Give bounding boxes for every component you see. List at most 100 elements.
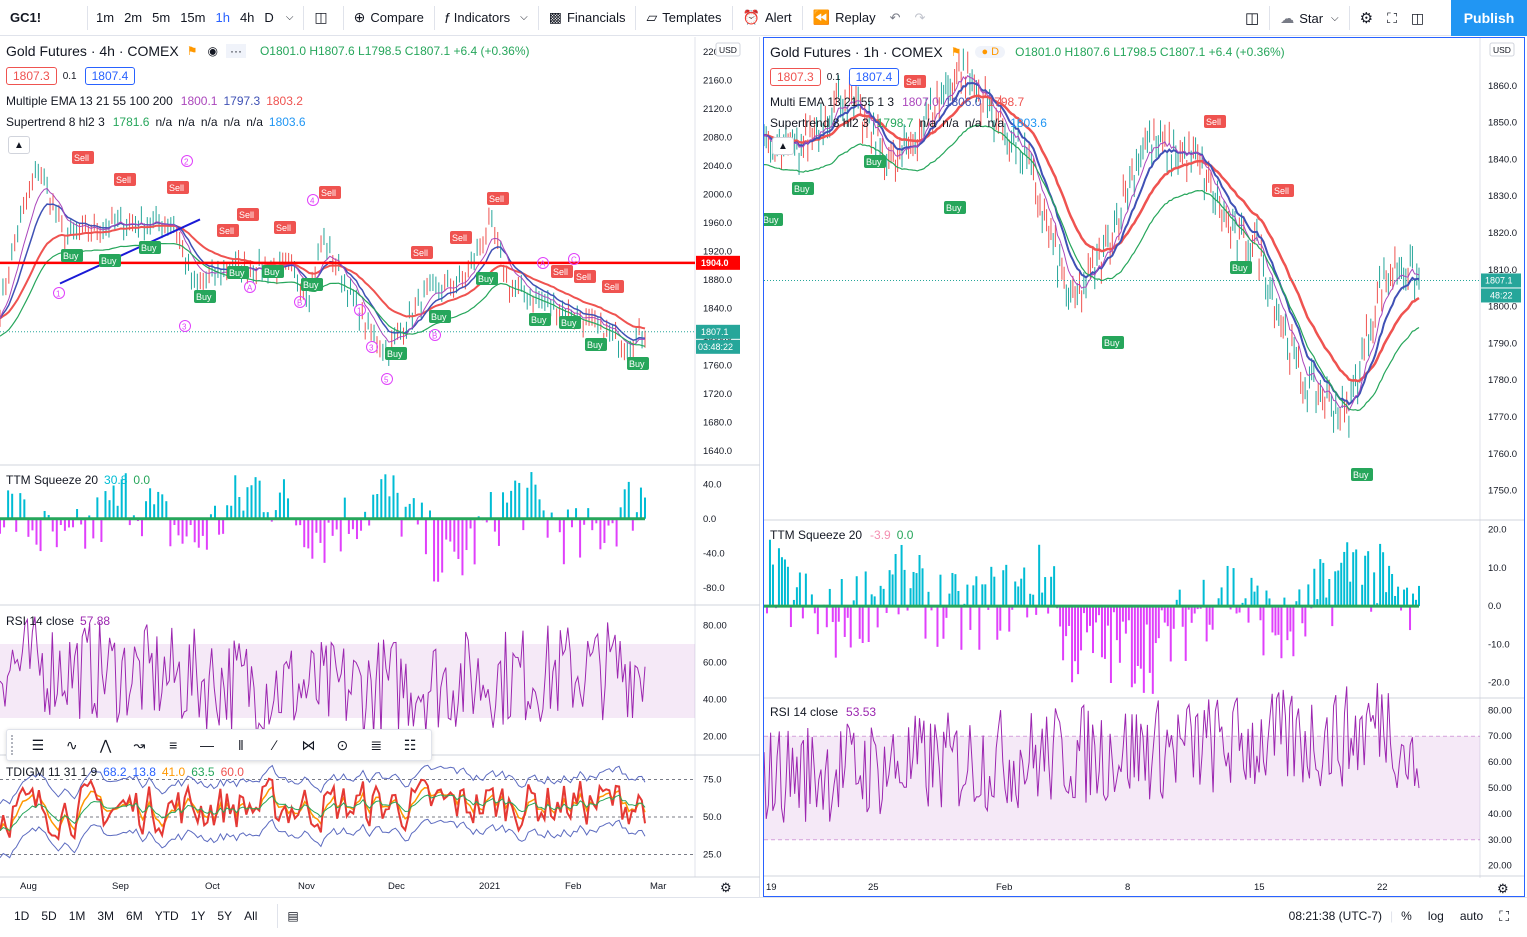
range-6M[interactable]: 6M [126, 908, 143, 923]
range-All[interactable]: All [244, 908, 258, 923]
range-5D[interactable]: 5D [41, 908, 57, 923]
pitchfork-icon: ⋈ [301, 736, 316, 753]
top-toolbar: GC1! 1m 2m 5m 15m 1h 4h D ⌵ ◫ ⊕ Compare f… [0, 0, 1527, 36]
tool-path[interactable]: ↝ [122, 731, 156, 759]
tool-cycle[interactable]: ⊙ [325, 731, 359, 759]
sell-price-button[interactable]: 1807.3 [770, 68, 821, 86]
ttm-axis-tick-label: 40.0 [703, 479, 722, 490]
log-toggle[interactable]: log [1427, 909, 1444, 923]
rsi-band [764, 736, 1480, 840]
fullscreen-icon[interactable]: ⛶ [1499, 907, 1509, 924]
star-button[interactable]: ☁ Star ⌵ [1273, 0, 1345, 36]
range-1D[interactable]: 1D [14, 908, 30, 923]
undo-icon: ↶ [889, 9, 901, 25]
sell-signal [1204, 115, 1226, 128]
replay-button[interactable]: ⏪ Replay [806, 0, 883, 36]
last-price-label: 1807.1 [701, 327, 729, 337]
sell-signal [237, 208, 259, 221]
goto-date-button[interactable]: ▤ [281, 909, 304, 923]
legend-collapse-button[interactable]: ▲ [772, 137, 794, 155]
price-axis-tick-label: 1750.0 [1488, 486, 1517, 497]
left-ttm-legend: TTM Squeeze 20 30.8 0.0 [6, 473, 156, 487]
st-value-2: n/a [155, 115, 173, 129]
templates-button[interactable]: ▱ Templates [639, 0, 728, 36]
tool-elliott[interactable]: ∿ [55, 731, 89, 759]
price-axis-tick-label: 2040.0 [703, 161, 732, 172]
time-axis-tick-label: 25 [868, 882, 879, 893]
tool-hline[interactable]: — [190, 731, 224, 759]
ema-label: Multi EMA 13 21 55 1 3 [770, 95, 895, 109]
tool-fib[interactable]: ≡ [156, 731, 190, 759]
sell-price-button[interactable]: 1807.3 [6, 67, 57, 85]
ttm-value-2: 0.0 [896, 528, 914, 542]
more-icon[interactable]: ··· [225, 44, 246, 58]
channel-icon: ≣ [370, 736, 383, 753]
range-1Y[interactable]: 1Y [190, 908, 206, 923]
legend-collapse-button[interactable]: ▲ [8, 136, 30, 154]
sell-signal-label: Sell [452, 233, 467, 243]
divider [801, 5, 803, 30]
range-3M[interactable]: 3M [97, 908, 115, 923]
drawing-toolbar: ☰ ∿ ⋀ ↝ ≡ — ‖ ∕ ⋈ ⊙ ≣ ☷ [6, 729, 432, 761]
tool-abc-wave[interactable]: ⋀ [89, 731, 123, 759]
clock-display[interactable]: 08:21:38 (UTC-7) [1288, 909, 1383, 923]
sell-signal [574, 270, 596, 283]
ttm-axis-tick-label: -80.0 [703, 583, 725, 594]
interval-2m[interactable]: 2m [124, 10, 143, 25]
percent-toggle[interactable]: % [1401, 909, 1412, 923]
chart-type-button[interactable]: ◫ [307, 0, 339, 36]
interval-dropdown[interactable]: ⌵ [279, 0, 301, 36]
tool-horizontal-lines[interactable]: ☰ [21, 731, 55, 759]
redo-button[interactable]: ↷ [907, 0, 932, 36]
layout-button[interactable]: ◫ [1238, 0, 1266, 36]
divider [635, 5, 637, 30]
symbol-search[interactable]: GC1! [10, 10, 42, 25]
tool-channel[interactable]: ≣ [359, 731, 393, 759]
tool-pitchfork[interactable]: ⋈ [292, 731, 326, 759]
tool-trendline[interactable]: ∕ [258, 731, 292, 759]
chart-right-canvas[interactable]: 1860.0 1850.0 1840.0 1830.0 1820.0 1810.0 1800… [761, 38, 1524, 896]
fullscreen-button[interactable]: ⛶ [1380, 0, 1404, 36]
indicators-button[interactable]: f Indicators ⌵ [438, 0, 535, 36]
publish-button[interactable]: Publish [1451, 0, 1527, 36]
sell-signal [602, 280, 624, 293]
chevron-down-icon: ⌵ [285, 12, 294, 23]
auto-toggle[interactable]: auto [1459, 909, 1484, 923]
last-price-label-bg [1481, 273, 1521, 288]
buy-signal [627, 357, 649, 370]
st-value-3: n/a [942, 116, 959, 130]
interval-D[interactable]: D [264, 10, 274, 25]
drag-handle[interactable] [11, 735, 17, 755]
chart-left-canvas[interactable]: 2200.02160.02120.02080.02040.02000.01960… [0, 37, 760, 897]
range-5Y[interactable]: 5Y [217, 908, 233, 923]
interval-1h[interactable]: 1h [215, 10, 230, 25]
interval-4h[interactable]: 4h [239, 10, 255, 25]
buy-price-button[interactable]: 1807.4 [848, 68, 900, 86]
alert-button[interactable]: ⏰ Alert [736, 0, 799, 36]
range-YTD[interactable]: YTD [154, 908, 179, 923]
rsi-label: RSI 14 close [770, 705, 839, 719]
chart-left[interactable]: 2200.02160.02120.02080.02040.02000.01960… [0, 37, 760, 897]
range-1M[interactable]: 1M [68, 908, 86, 923]
tool-vlines[interactable]: ‖ [224, 731, 258, 759]
interval-5m[interactable]: 5m [152, 10, 171, 25]
time-axis-tick-label: 19 [766, 882, 777, 893]
chart-right[interactable]: 1860.0 1850.0 1840.0 1830.0 1820.0 1810.0 1800… [761, 37, 1525, 897]
interval-1m[interactable]: 1m [96, 10, 115, 25]
eye-icon[interactable]: ◉ [207, 44, 218, 58]
buy-signal [1351, 468, 1373, 481]
financials-button[interactable]: ▩ Financials [542, 0, 633, 36]
time-axis-tick-label: Oct [205, 881, 220, 892]
left-supertrend-legend: Supertrend 8 hl2 3 1781.6 n/a n/a n/a n/… [6, 115, 312, 129]
wave-label-circle [53, 287, 65, 299]
interval-15m[interactable]: 15m [180, 10, 206, 25]
tdi-value-2: 13.8 [132, 765, 156, 779]
undo-button[interactable]: ↶ [883, 0, 908, 36]
divider [303, 5, 305, 30]
time-axis-tick-label: Feb [565, 881, 581, 892]
settings-button[interactable]: ⚙ [1353, 0, 1380, 36]
snapshot-button[interactable]: ◫ [1404, 0, 1431, 36]
compare-button[interactable]: ⊕ Compare [347, 0, 431, 36]
buy-price-button[interactable]: 1807.4 [84, 67, 136, 85]
tool-settings[interactable]: ☷ [393, 731, 427, 759]
